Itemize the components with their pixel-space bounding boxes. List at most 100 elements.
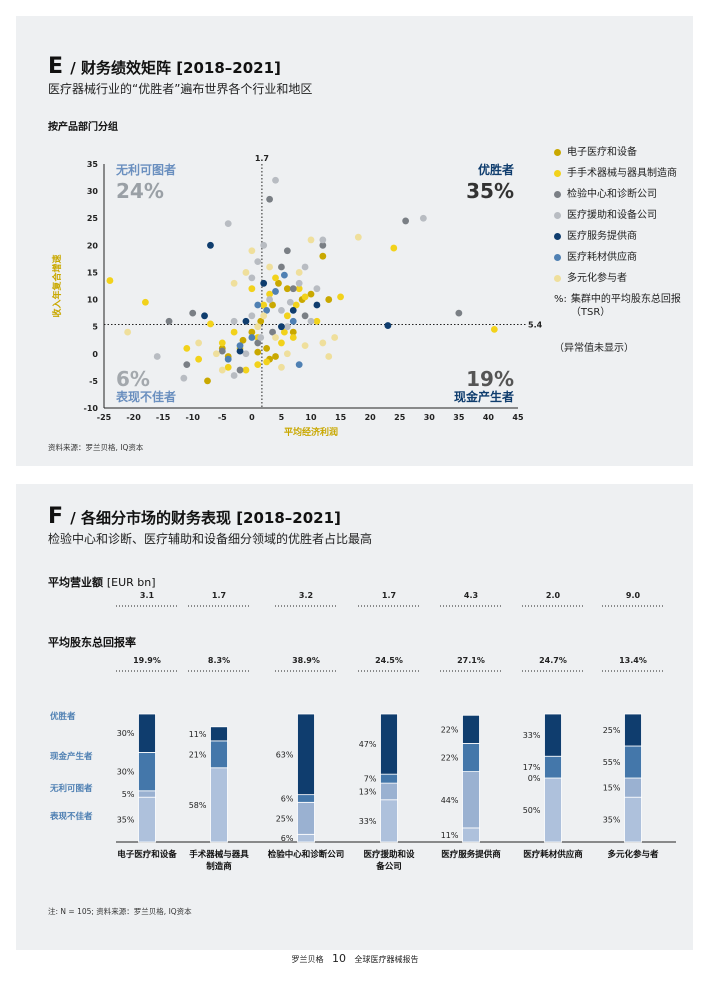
x-tick-label: -15 [156,413,171,422]
scatter-point [289,328,297,336]
scatter-point [325,296,333,303]
scatter-point [224,363,232,371]
legend-label: 手手术器械与器具制造商 [567,168,677,179]
bar-value-label: 17% [523,763,541,772]
legend-item: 医疗援助和设备公司 [554,209,694,222]
bar-value-label: 22% [441,725,459,734]
bar-segment [297,713,315,796]
scatter-point [248,334,256,341]
bar-segment [138,713,156,753]
tsr-value: 38.9% [292,656,320,665]
scatter-point [183,344,191,352]
bar-segment [380,773,398,784]
legend-item: 检验中心和诊断公司 [554,188,694,201]
bar-segment [210,726,228,742]
scatter-point [289,317,297,325]
scatter-point [266,263,273,271]
scatter-point [153,353,161,360]
bar-segment [624,796,642,843]
bar-segment [138,790,156,798]
scatter-point [230,372,238,379]
bar-value-label: 63% [276,750,294,759]
scatter-point [189,309,197,317]
scatter-point [204,377,211,385]
scatter-point [280,271,288,279]
scatter-point [278,363,285,371]
bar-segment [544,755,562,779]
x-tick-label: -10 [185,413,200,422]
bar-value-label: 0% [528,774,541,783]
scatter-point [319,236,327,244]
y-tick-label: 25 [87,214,99,223]
legend-dot-icon [554,212,561,219]
legend-item: 电子医疗和设备 [554,146,694,159]
legend-dot-icon [554,233,561,240]
scatter-point [195,339,203,347]
revenue-value: 1.7 [382,591,396,600]
quadrant-tr-label: 优胜者 [478,162,514,177]
category-label: 备公司 [375,861,402,872]
scatter-point [319,339,327,347]
row-label: 现金产生者 [50,751,93,762]
scatter-point [301,312,309,320]
section-e-title: E / 财务绩效矩阵 [2018–2021] [48,54,281,79]
bar-segment [544,777,562,843]
x-tick-label: -25 [97,413,112,422]
bar-value-label: 11% [189,730,207,739]
scatter-point [331,334,339,341]
tsr-value: 19.9% [133,656,161,665]
bar-segment [544,713,562,757]
scatter-point [230,279,238,287]
bar-segment [624,777,642,798]
section-e-subtitle: 医疗器械行业的“优胜者”遍布世界各个行业和地区 [48,82,313,96]
quadrant-bl-label: 表现不佳者 [115,389,176,404]
scatter-point [295,269,303,276]
scatter-point [257,317,265,325]
footer-report: 全球医疗器械报告 [354,955,419,964]
scatter-point [313,317,321,325]
page-number: 10 [332,952,346,965]
bar-value-label: 58% [189,801,207,810]
scatter-point [289,334,297,341]
tsr-value: 24.7% [539,656,567,665]
legend-label: 医疗援助和设备公司 [567,210,657,221]
bar-value-label: 25% [603,726,621,735]
bar-segment [297,833,315,843]
category-label: 电子医疗和设备 [117,849,177,860]
bar-value-label: 33% [523,731,541,740]
scatter-point [272,334,279,341]
category-label: 检验中心和诊断公司 [268,849,345,860]
quadrant-br-pct: 19% [466,367,514,391]
y-tick-label: 35 [87,160,99,169]
scatter-point [254,301,262,309]
scatter-point [218,347,226,355]
category-label: 多元化参与者 [607,849,659,860]
scatter-point [319,252,327,260]
scatter-point [106,277,114,284]
legend-dot-icon [554,275,561,282]
scatter-point [307,236,315,244]
section-f-heading: / 各细分市场的财务表现 [2018–2021] [70,509,341,527]
scatter-point [236,366,244,374]
scatter-point [272,288,279,295]
section-f-letter: F [48,504,64,529]
bar-value-label: 6% [281,834,294,843]
hline-label: 5.4 [528,320,543,329]
scatter-point [337,293,344,301]
scatter-point [283,285,291,293]
scatter-point [455,309,463,317]
scatter-point [272,274,279,282]
scatter-point [402,217,410,225]
section-f-note: 注: N = 105; 资料来源：罗兰贝格, IQ资本 [48,907,192,916]
legend-item: 医疗服务提供商 [554,230,694,243]
scatter-point [266,290,273,298]
scatter-point [301,293,309,301]
revenue-value: 1.7 [212,591,226,600]
scatter-point [218,366,226,374]
bar-segment [624,745,642,779]
x-tick-label: -5 [218,413,227,422]
legend-outlier-note: （异常值未显示） [554,343,634,354]
bar-segment [138,751,156,792]
segment-performance-panel: F / 各细分市场的财务表现 [2018–2021] 检验中心和诊断、医疗辅助和… [16,484,693,950]
scatter-point [280,328,288,336]
